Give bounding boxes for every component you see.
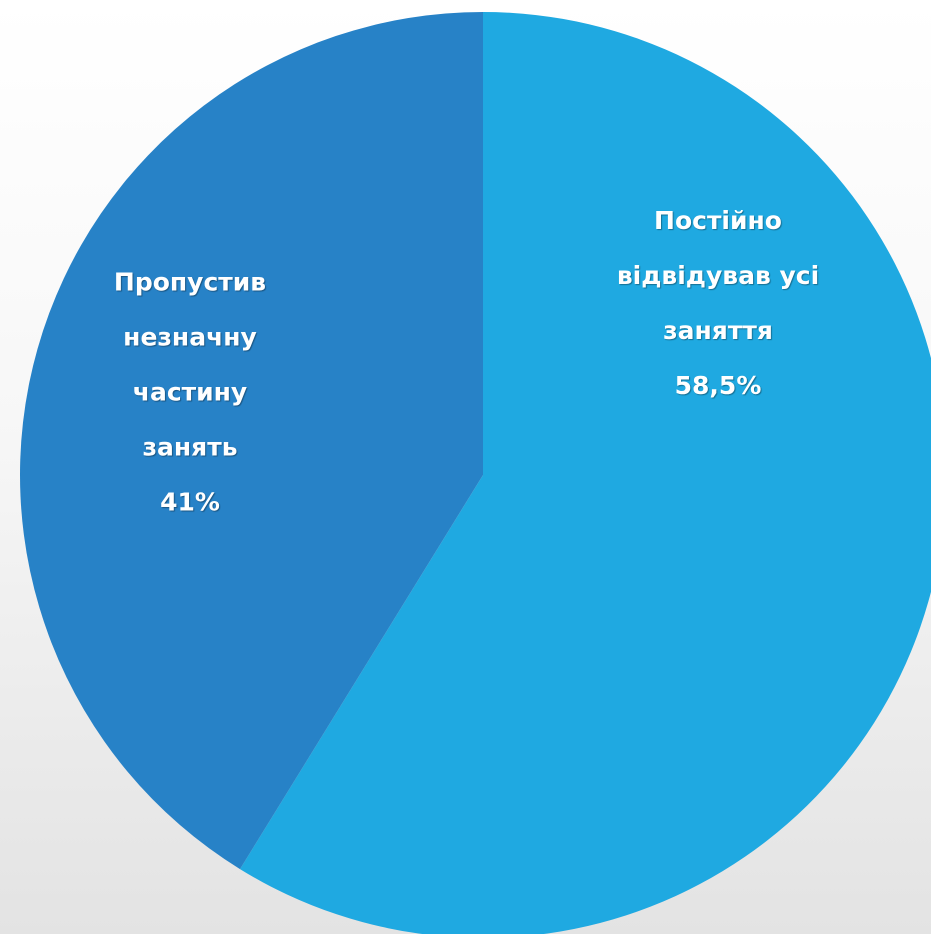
label-line: Постійно <box>654 206 782 235</box>
label-line: заняття <box>663 316 773 345</box>
label-value: 58,5% <box>674 371 762 400</box>
slice-label-missed-some: Пропустив незначну частину занять 41% <box>114 255 266 530</box>
slice-label-attended-all: Постійно відвідував усі заняття 58,5% <box>617 193 819 413</box>
label-line: відвідував усі <box>616 261 820 290</box>
label-value: 41% <box>160 487 220 517</box>
pie-slice-missed-some <box>20 11 484 870</box>
label-line: Пропустив <box>113 267 267 297</box>
label-line: занять <box>142 432 238 462</box>
label-line: частину <box>132 377 248 407</box>
pie-slice-attended-all <box>239 12 931 934</box>
label-line: незначну <box>123 322 257 352</box>
